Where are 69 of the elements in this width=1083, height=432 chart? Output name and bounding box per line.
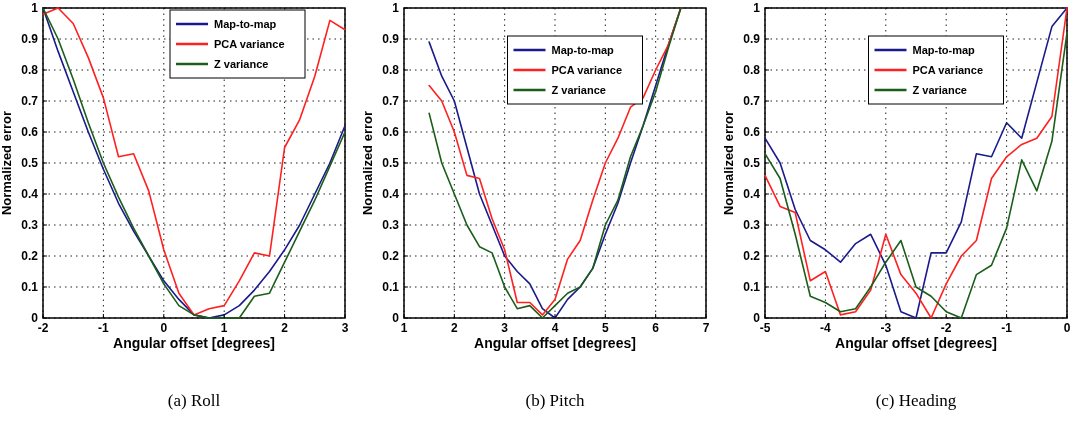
y-axis-title: Normalized error <box>360 110 375 216</box>
y-tick-label: 0.9 <box>743 32 761 46</box>
x-tick-label: -3 <box>880 321 892 335</box>
x-tick-label: 1 <box>220 321 228 335</box>
y-tick-label: 0.8 <box>382 63 400 77</box>
x-tick-label: -5 <box>759 321 771 335</box>
y-tick-label: 0 <box>392 311 400 325</box>
x-tick-label: 3 <box>341 321 349 335</box>
x-tick-label: -4 <box>820 321 832 335</box>
y-tick-label: 1 <box>753 1 761 15</box>
y-tick-label: 0.1 <box>21 280 39 294</box>
y-tick-label: 0.8 <box>743 63 761 77</box>
y-tick-label: 0.9 <box>382 32 400 46</box>
y-tick-label: 0.4 <box>743 187 761 201</box>
y-tick-label: 0.3 <box>21 218 39 232</box>
y-tick-label: 0.8 <box>21 63 39 77</box>
y-tick-label: 0.5 <box>743 156 761 170</box>
y-tick-label: 0.4 <box>382 187 400 201</box>
y-tick-label: 0.7 <box>743 94 761 108</box>
y-tick-label: 0.2 <box>743 249 761 263</box>
legend-label: Map-to-map <box>551 44 615 56</box>
x-tick-label: -2 <box>940 321 952 335</box>
y-tick-label: 0.2 <box>382 249 400 263</box>
x-tick-label: 2 <box>281 321 289 335</box>
y-tick-label: 0 <box>753 311 761 325</box>
x-tick-label: 7 <box>702 321 710 335</box>
legend-label: Z variance <box>551 84 606 96</box>
x-tick-label: -1 <box>1001 321 1013 335</box>
x-tick-label: 0 <box>1063 321 1071 335</box>
legend-label: Z variance <box>912 84 967 96</box>
y-tick-label: 0.6 <box>743 125 761 139</box>
y-tick-label: 0.4 <box>21 187 39 201</box>
y-tick-label: 0.6 <box>382 125 400 139</box>
text: (c) Heading <box>875 391 957 410</box>
y-tick-label: 0.7 <box>382 94 400 108</box>
text: (a) Roll <box>167 391 221 410</box>
y-axis-title: Normalized error <box>0 110 14 216</box>
x-axis-title: Angular offset [degrees] <box>113 335 275 351</box>
y-tick-label: 0 <box>31 311 39 325</box>
x-tick-label: 5 <box>601 321 609 335</box>
x-tick-label: -2 <box>37 321 49 335</box>
legend-label: Z variance <box>214 58 269 70</box>
x-tick-label: 0 <box>160 321 168 335</box>
y-tick-label: 0.7 <box>21 94 39 108</box>
x-tick-label: 6 <box>652 321 660 335</box>
y-tick-label: 0.1 <box>382 280 400 294</box>
x-tick-label: 4 <box>551 321 559 335</box>
x-axis-title: Angular offset [degrees] <box>835 335 997 351</box>
y-tick-label: 0.5 <box>382 156 400 170</box>
y-tick-label: 0.6 <box>21 125 39 139</box>
y-tick-label: 0.1 <box>743 280 761 294</box>
y-tick-label: 0.5 <box>21 156 39 170</box>
y-tick-label: 0.2 <box>21 249 39 263</box>
x-tick-label: 2 <box>450 321 458 335</box>
legend-label: PCA variance <box>912 64 984 76</box>
legend-label: Map-to-map <box>912 44 976 56</box>
legend-label: PCA variance <box>214 38 285 50</box>
x-tick-label: 3 <box>501 321 509 335</box>
y-tick-label: 0.3 <box>382 218 400 232</box>
text: (b) Pitch <box>525 391 585 410</box>
legend-label: PCA variance <box>551 64 623 76</box>
y-axis-title: Normalized error <box>721 110 736 216</box>
y-tick-label: 1 <box>31 1 39 15</box>
y-tick-label: 1 <box>392 1 400 15</box>
x-tick-label: -1 <box>98 321 110 335</box>
legend-label: Map-to-map <box>214 18 277 30</box>
y-tick-label: 0.3 <box>743 218 761 232</box>
y-tick-label: 0.9 <box>21 32 39 46</box>
x-axis-title: Angular offset [degrees] <box>474 335 636 351</box>
